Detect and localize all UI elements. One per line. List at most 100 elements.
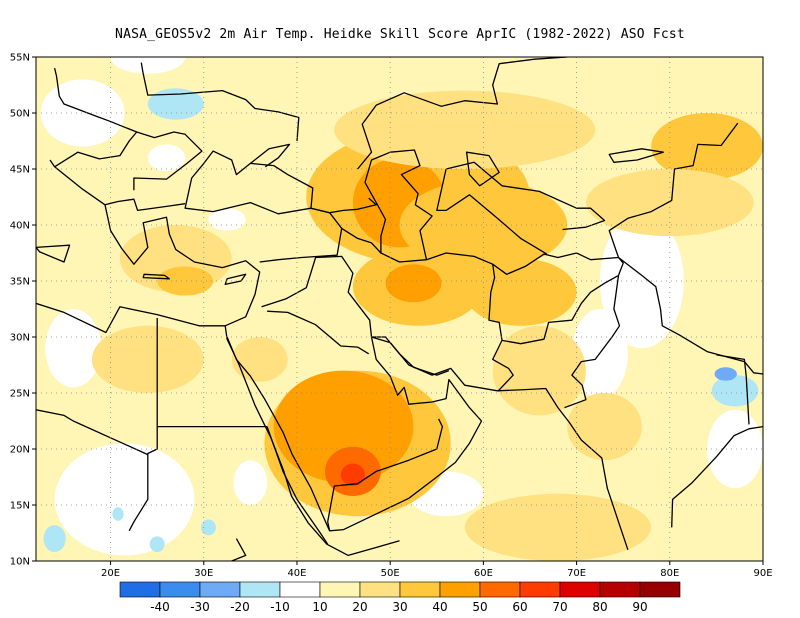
- colorbar-label: -20: [230, 600, 250, 614]
- skill-region-15: [492, 325, 586, 416]
- negative-skill-region-3: [43, 525, 66, 553]
- border-himalaya: [618, 256, 763, 375]
- skill-region-8: [385, 264, 442, 303]
- negative-skill-region-2: [714, 367, 737, 381]
- colorbar-label: 30: [392, 600, 407, 614]
- colorbar-label: 50: [472, 600, 487, 614]
- coast-arabia: [226, 336, 483, 532]
- tick-label-lat: 50N: [10, 109, 30, 120]
- low-skill-region-2: [54, 443, 195, 556]
- coast-sicily: [36, 244, 71, 263]
- tick-label-lon: 40E: [287, 568, 306, 579]
- colorbar-label: 20: [352, 600, 367, 614]
- tick-label-lon: 70E: [567, 568, 586, 579]
- border-china-west: [608, 122, 739, 258]
- tick-label-lat: 10N: [10, 557, 30, 568]
- colorbar-swatch: [599, 581, 641, 598]
- negative-skill-region-0: [147, 88, 204, 120]
- border-iran-east: [426, 252, 514, 392]
- colorbar-swatch: [199, 581, 241, 598]
- colorbar-label: 60: [512, 600, 527, 614]
- tick-label-lon: 90E: [753, 568, 772, 579]
- border-uzbek-turkmen: [436, 168, 548, 255]
- colorbar-swatch: [439, 581, 481, 598]
- chart-title: NASA_GEOS5v2 2m Air Temp. Heidke Skill S…: [115, 27, 685, 42]
- negative-skill-region-4: [112, 507, 124, 521]
- coast-crete: [142, 273, 170, 280]
- border-bangladesh: [716, 354, 750, 425]
- tick-label-lat: 15N: [10, 501, 30, 512]
- border-central-asia: [445, 161, 606, 231]
- colorbar-label: 40: [432, 600, 447, 614]
- low-skill-region-5: [110, 57, 186, 74]
- negative-skill-region-6: [149, 536, 165, 553]
- tick-label-lat: 30N: [10, 333, 30, 344]
- tick-label-lon: 60E: [474, 568, 493, 579]
- map-frame: [35, 56, 764, 562]
- colorbar-label: 10: [312, 600, 327, 614]
- tick-label-lat: 35N: [10, 277, 30, 288]
- colorbar-label: 70: [552, 600, 567, 614]
- border-ukraine-belarus: [140, 62, 300, 142]
- tick-label-lat: 25N: [10, 389, 30, 400]
- skill-region-17: [464, 493, 652, 561]
- colorbar-swatch: [399, 581, 441, 598]
- skill-region-10: [651, 113, 763, 181]
- border-saudi-iraq: [267, 310, 370, 355]
- low-skill-region-6: [233, 460, 268, 505]
- skill-region-9: [334, 90, 596, 169]
- tick-label-lon: 20E: [101, 568, 120, 579]
- skill-region-1: [273, 370, 414, 483]
- coast-aral: [465, 151, 500, 187]
- low-skill-region-8: [707, 409, 763, 489]
- border-turkey: [259, 207, 343, 263]
- colorbar-swatch: [239, 581, 281, 598]
- low-skill-region-3: [45, 309, 102, 388]
- colorbar-swatch: [519, 581, 561, 598]
- border-iran-nw: [341, 227, 382, 254]
- skill-region-19: [231, 337, 288, 382]
- border-eritrea: [266, 426, 329, 545]
- colorbar-swatch: [119, 581, 161, 598]
- coast-balkhash: [608, 148, 664, 163]
- map-axes: 55N 50N 45N 40N 35N 30N 25N 20N 15N 10N 20E 30E 40E 5…: [10, 53, 773, 580]
- colorbar-swatch: [559, 581, 601, 598]
- colorbar-label: -30: [190, 600, 210, 614]
- coast-gulf-north: [371, 336, 450, 376]
- skill-region-3: [340, 463, 366, 486]
- border-afghanistan: [492, 252, 624, 345]
- colorbar-swatch: [159, 581, 201, 598]
- border-balkans: [104, 198, 186, 212]
- gridlines: [36, 57, 763, 561]
- coastlines-and-borders: [36, 57, 763, 561]
- coast-india-east: [671, 425, 763, 528]
- negative-skill-region-1: [711, 375, 759, 407]
- coast-mediterranean: [36, 159, 261, 334]
- border-russia-kazakh: [357, 57, 568, 170]
- colorbar-label: -40: [150, 600, 170, 614]
- colorbar-swatch: [359, 581, 401, 598]
- coast-azov: [249, 143, 291, 168]
- skill-score-field: [36, 57, 763, 561]
- skill-region-18: [91, 325, 204, 393]
- border-india-pakistan: [564, 275, 621, 409]
- colorbar-label: 90: [632, 600, 647, 614]
- skill-region-14: [464, 258, 577, 326]
- tick-label-lon: 30E: [194, 568, 213, 579]
- border-central-europe: [53, 68, 138, 168]
- skill-region-6: [399, 180, 568, 270]
- negative-skill-region-5: [200, 519, 216, 536]
- colorbar-swatch: [279, 581, 321, 598]
- tick-label-lat: 55N: [10, 53, 30, 64]
- colorbar-label: 80: [592, 600, 607, 614]
- low-skill-region-12: [147, 144, 186, 172]
- coast-africa-red-sea: [224, 325, 400, 557]
- tick-label-lat: 40N: [10, 221, 30, 232]
- low-skill-region-4: [40, 79, 125, 147]
- coast-caspian: [364, 149, 433, 263]
- tick-label-lon: 50E: [381, 568, 400, 579]
- border-caucasus: [310, 197, 377, 214]
- coast-black-sea: [184, 150, 314, 215]
- tick-label-lon: 80E: [660, 568, 679, 579]
